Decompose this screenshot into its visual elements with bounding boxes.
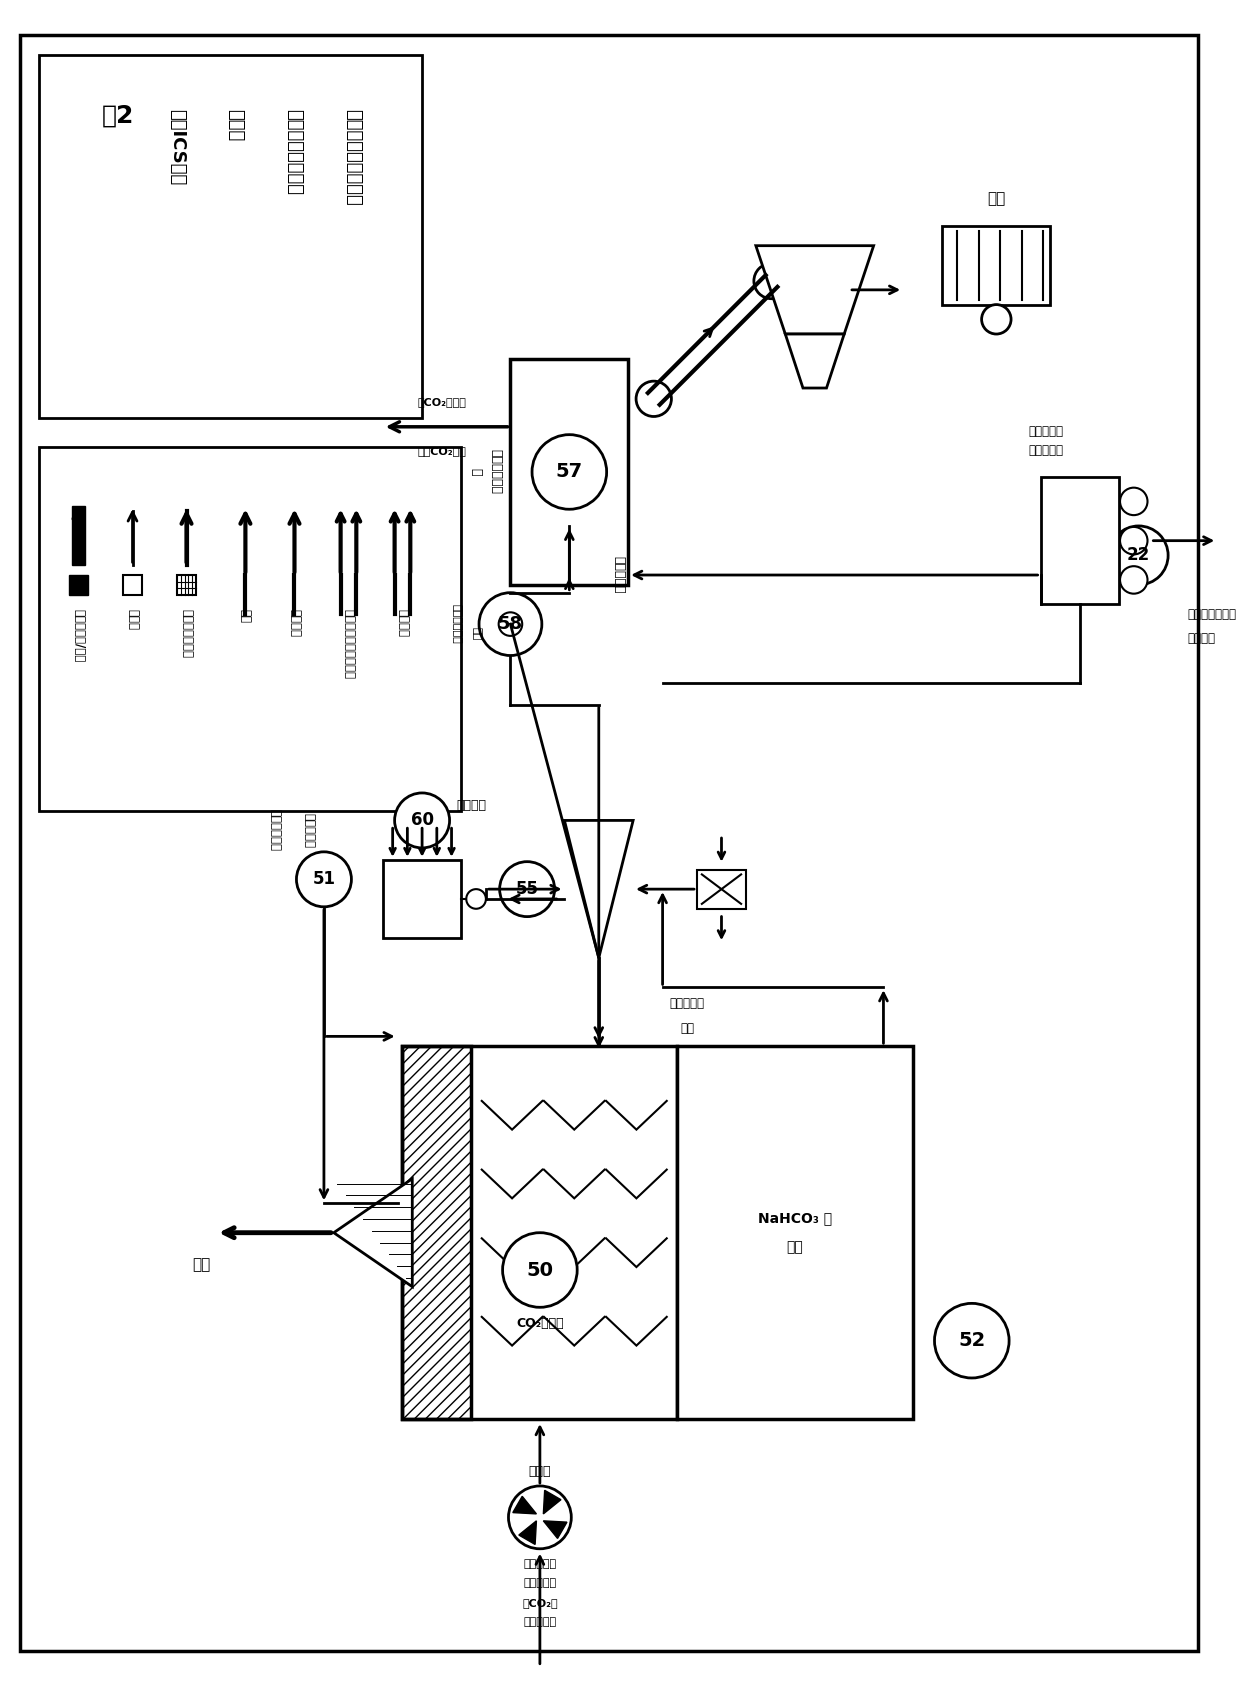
Circle shape [498,612,522,636]
Text: 重碳酸氢铵浆料: 重碳酸氢铵浆料 [180,609,193,658]
Text: 碳酸氢盐干燥: 碳酸氢盐干燥 [490,450,502,494]
Text: 60: 60 [410,811,434,830]
Text: 57: 57 [556,462,583,482]
Text: 图2: 图2 [102,105,134,128]
Text: 意图，: 意图， [227,110,244,142]
Circle shape [394,792,450,848]
Text: 旋转式真空过: 旋转式真空过 [451,604,461,644]
Text: 富CO₂气: 富CO₂气 [522,1598,558,1608]
Text: NaHCO₃ 沉: NaHCO₃ 沉 [758,1211,832,1226]
Text: 铵盐水溶液/浆料: 铵盐水溶液/浆料 [72,609,86,663]
Bar [40,447,461,811]
Text: 碳酸盐岩石: 碳酸盐岩石 [1028,425,1063,438]
Bar [942,226,1050,305]
Text: 回收的氯盐: 回收的氯盐 [670,996,704,1010]
Text: 烟气: 烟气 [239,609,252,624]
Text: 滤器: 滤器 [471,627,481,641]
Text: 溶液: 溶液 [680,1022,694,1035]
Bar [176,575,196,595]
Bar [697,870,746,909]
Text: 的氧化铵: 的氧化铵 [1188,632,1215,646]
Text: 来自主设备的: 来自主设备的 [268,809,281,851]
Circle shape [502,1232,577,1307]
Polygon shape [518,1521,537,1544]
Text: 水一蒸气: 水一蒸气 [288,609,301,637]
Text: 使用普通碳盐制备氨: 使用普通碳盐制备氨 [345,110,362,206]
Text: 来自碳酸盐: 来自碳酸盐 [523,1558,557,1568]
Text: 碳酸铵溶液: 碳酸铵溶液 [303,813,316,848]
Bar [1040,477,1118,605]
Circle shape [296,851,351,907]
Text: 淀区: 淀区 [786,1241,804,1254]
Circle shape [982,305,1011,334]
Text: 50: 50 [527,1261,553,1280]
Circle shape [479,593,542,656]
Text: 58: 58 [498,615,523,634]
Polygon shape [756,246,874,334]
Bar [72,506,86,565]
Polygon shape [513,1495,537,1514]
Polygon shape [543,1490,560,1514]
Circle shape [636,381,671,416]
Circle shape [532,435,606,509]
Text: 52: 52 [959,1332,986,1350]
Circle shape [935,1303,1009,1377]
Bar [383,860,461,937]
Text: 用于ICS工艺: 用于ICS工艺 [167,110,186,185]
Polygon shape [334,1179,412,1286]
Polygon shape [564,821,634,958]
Text: 22: 22 [1127,546,1151,565]
Text: 氧化铵溶液: 氧化铵溶液 [611,556,625,593]
Bar [68,575,88,595]
Bar [511,359,629,585]
Text: 的富CO₂废气: 的富CO₂废气 [418,447,466,457]
Text: 55: 55 [516,880,538,899]
Polygon shape [785,334,844,388]
Text: 至CO₂吸收器: 至CO₂吸收器 [418,398,466,406]
Circle shape [1120,566,1147,593]
Text: 51: 51 [312,870,336,889]
Circle shape [466,889,486,909]
Circle shape [1120,528,1147,555]
Text: 经预处理的: 经预处理的 [1028,443,1063,457]
Bar [123,575,143,595]
Bar [40,54,422,418]
Text: 至主液出反应器: 至主液出反应器 [1188,607,1236,620]
Text: 体、烟气带: 体、烟气带 [523,1617,557,1627]
Bar [403,1047,677,1420]
Text: 器: 器 [470,469,482,475]
Text: 盐干燥器的: 盐干燥器的 [523,1578,557,1588]
Polygon shape [543,1521,567,1538]
Circle shape [500,862,554,917]
Bar [403,1047,471,1420]
Text: CO₂吸收塔: CO₂吸收塔 [516,1317,564,1330]
Text: 送风机: 送风机 [528,1465,551,1479]
Circle shape [1110,526,1168,585]
Text: 氧化铵: 氧化铵 [126,609,139,631]
Text: 经预处理的碳酸盐岩石: 经预处理的碳酸盐岩石 [342,609,355,679]
Text: 烟气: 烟气 [192,1258,211,1273]
Text: 纯碱: 纯碱 [987,192,1006,206]
Circle shape [508,1485,572,1549]
Circle shape [1120,487,1147,516]
Text: 饱和盐水: 饱和盐水 [456,799,486,813]
Text: 化铵的该各流程示: 化铵的该各流程示 [285,110,304,196]
Text: 碳酸盐岩: 碳酸盐岩 [396,609,409,637]
Circle shape [754,263,789,298]
Bar [677,1047,913,1420]
